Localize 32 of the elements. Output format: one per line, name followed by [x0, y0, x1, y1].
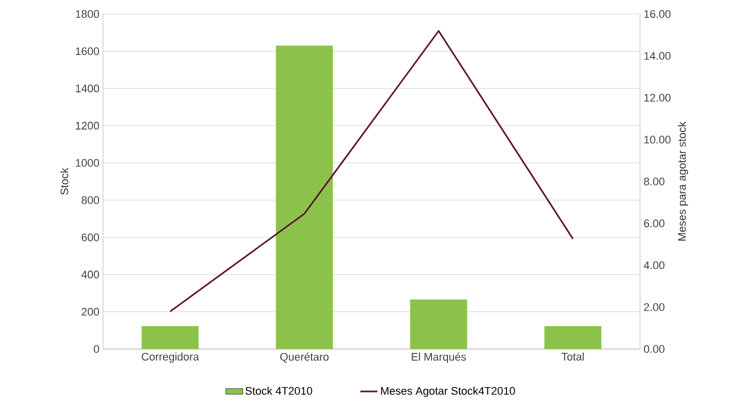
y-tick-label: 1400: [76, 84, 100, 92]
y-tick-label: 1200: [76, 122, 100, 130]
bar: [544, 326, 602, 349]
y-tick-label: 0: [94, 345, 100, 353]
bar: [276, 46, 333, 349]
y2-tick-label: 12.00: [644, 94, 671, 102]
y-tick-label: 1800: [76, 10, 100, 18]
y-tick-label: 400: [81, 270, 100, 278]
bar: [142, 326, 199, 349]
y2-tick-label: 8.00: [644, 178, 664, 186]
x-tick-label: El Marqués: [412, 352, 466, 363]
x-tick-label: Corregidora: [142, 352, 200, 363]
y-tick-label: 1000: [76, 159, 100, 167]
x-tick-label: Total: [562, 352, 584, 361]
y-axis-title: Stock: [60, 168, 68, 195]
y-tick-label: 600: [82, 233, 100, 242]
legend-label: Meses Agotar Stock4T2010: [381, 386, 515, 397]
y-tick-label: 1600: [76, 47, 100, 56]
y2-tick-label: 14.00: [644, 52, 671, 60]
y2-tick-label: 16.00: [644, 10, 671, 18]
y-tick-label: 200: [82, 308, 100, 316]
y2-tick-label: 6.00: [644, 220, 664, 228]
x-tick-label: Querétaro: [280, 352, 329, 363]
y2-tick-label: 10.00: [644, 136, 671, 144]
y2-tick-label: 0.00: [644, 345, 664, 353]
bar: [410, 299, 468, 349]
y2-tick-label: 2.00: [644, 303, 664, 312]
y2-tick-label: 4.00: [644, 261, 664, 270]
y-tick-label: 800: [82, 196, 100, 204]
legend-label: Stock 4T2010: [245, 386, 312, 395]
y2-axis-title: Meses para agotar stock: [678, 122, 688, 241]
line-series: [169, 30, 574, 312]
